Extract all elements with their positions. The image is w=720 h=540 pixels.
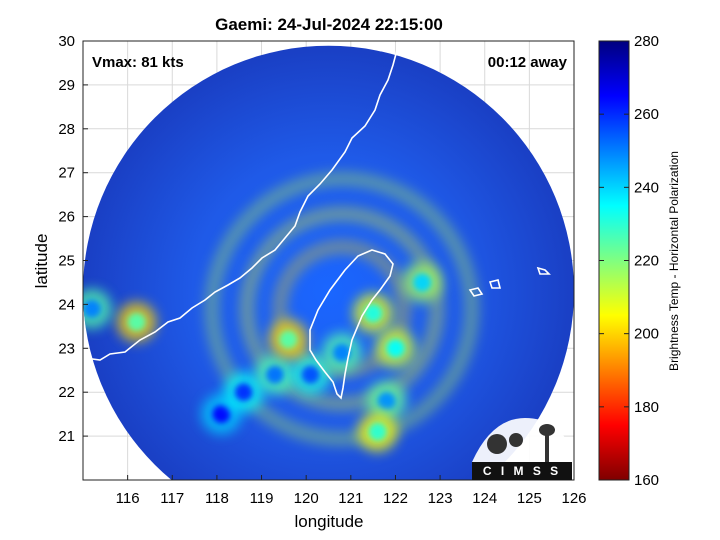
y-tick-label: 27 [58, 165, 75, 182]
x-tick-label: 123 [428, 490, 453, 507]
x-axis-label: longitude [294, 512, 363, 531]
vmax-annotation: Vmax: 81 kts [92, 54, 184, 71]
x-tick-label: 117 [160, 490, 184, 507]
china-coastline [84, 49, 398, 361]
feature-core [332, 343, 351, 362]
convection-features [83, 171, 479, 452]
coastlines [84, 49, 551, 400]
x-tick-label: 125 [517, 490, 542, 507]
feature-core [364, 304, 383, 323]
colorbar-tick-label: 280 [634, 33, 659, 50]
feature-core [127, 312, 146, 331]
y-axis-ticks: 21 22 23 24 25 26 27 28 29 30 [58, 33, 88, 445]
y-tick-label: 26 [58, 209, 75, 226]
feature-core [212, 405, 231, 424]
feature-core [83, 299, 101, 318]
y-tick-label: 24 [58, 296, 75, 313]
x-tick-label: 121 [338, 490, 363, 507]
y-tick-label: 22 [58, 384, 75, 401]
chart-title: Gaemi: 24-Jul-2024 22:15:00 [215, 15, 443, 34]
taiwan-coastline [309, 249, 394, 400]
colorbar-tick-label: 260 [634, 106, 659, 123]
feature-core [279, 330, 298, 349]
x-tick-label: 118 [205, 490, 229, 507]
ryukyu-islands [468, 266, 551, 297]
x-tick-label: 122 [383, 490, 408, 507]
colorbar-tick-label: 200 [634, 326, 659, 343]
feature-core [301, 365, 320, 384]
colorbar-tick-label: 220 [634, 253, 659, 270]
feature-core [413, 273, 432, 292]
plot-area [83, 41, 574, 480]
colorbar-tick-label: 160 [634, 472, 659, 489]
x-tick-label: 124 [472, 490, 497, 507]
y-tick-label: 23 [58, 340, 75, 357]
colorbar-label: Brightness Temp - Horizontal Polarizatio… [667, 151, 681, 371]
y-tick-label: 25 [58, 253, 75, 270]
x-tick-label: 126 [561, 490, 586, 507]
colorbar-tick-label: 240 [634, 179, 659, 196]
feature-core [265, 365, 284, 384]
colorbar-ticks: 160 180 200 220 240 260 280 [599, 33, 659, 489]
y-tick-label: 28 [58, 121, 75, 138]
feature-core [234, 383, 253, 402]
x-axis-ticks: 116 117 118 119 120 121 122 123 124 125 126 [116, 475, 587, 507]
cimss-logo: C I M S S [472, 418, 572, 480]
y-tick-label: 30 [58, 33, 75, 50]
colorbar-tick-label: 180 [634, 399, 659, 416]
y-tick-label: 29 [58, 77, 75, 94]
rain-band [204, 171, 479, 446]
rain-band [239, 206, 444, 411]
y-tick-label: 21 [58, 428, 75, 445]
feature-core [377, 391, 396, 410]
y-axis-label: latitude [32, 234, 51, 289]
x-tick-label: 119 [250, 490, 274, 507]
x-tick-label: 116 [116, 490, 140, 507]
feature-core [368, 422, 387, 441]
x-tick-label: 120 [294, 490, 319, 507]
time-away-annotation: 00:12 away [488, 54, 568, 71]
cimss-logo-text: C I M S S [483, 464, 561, 478]
feature-core [386, 339, 405, 358]
